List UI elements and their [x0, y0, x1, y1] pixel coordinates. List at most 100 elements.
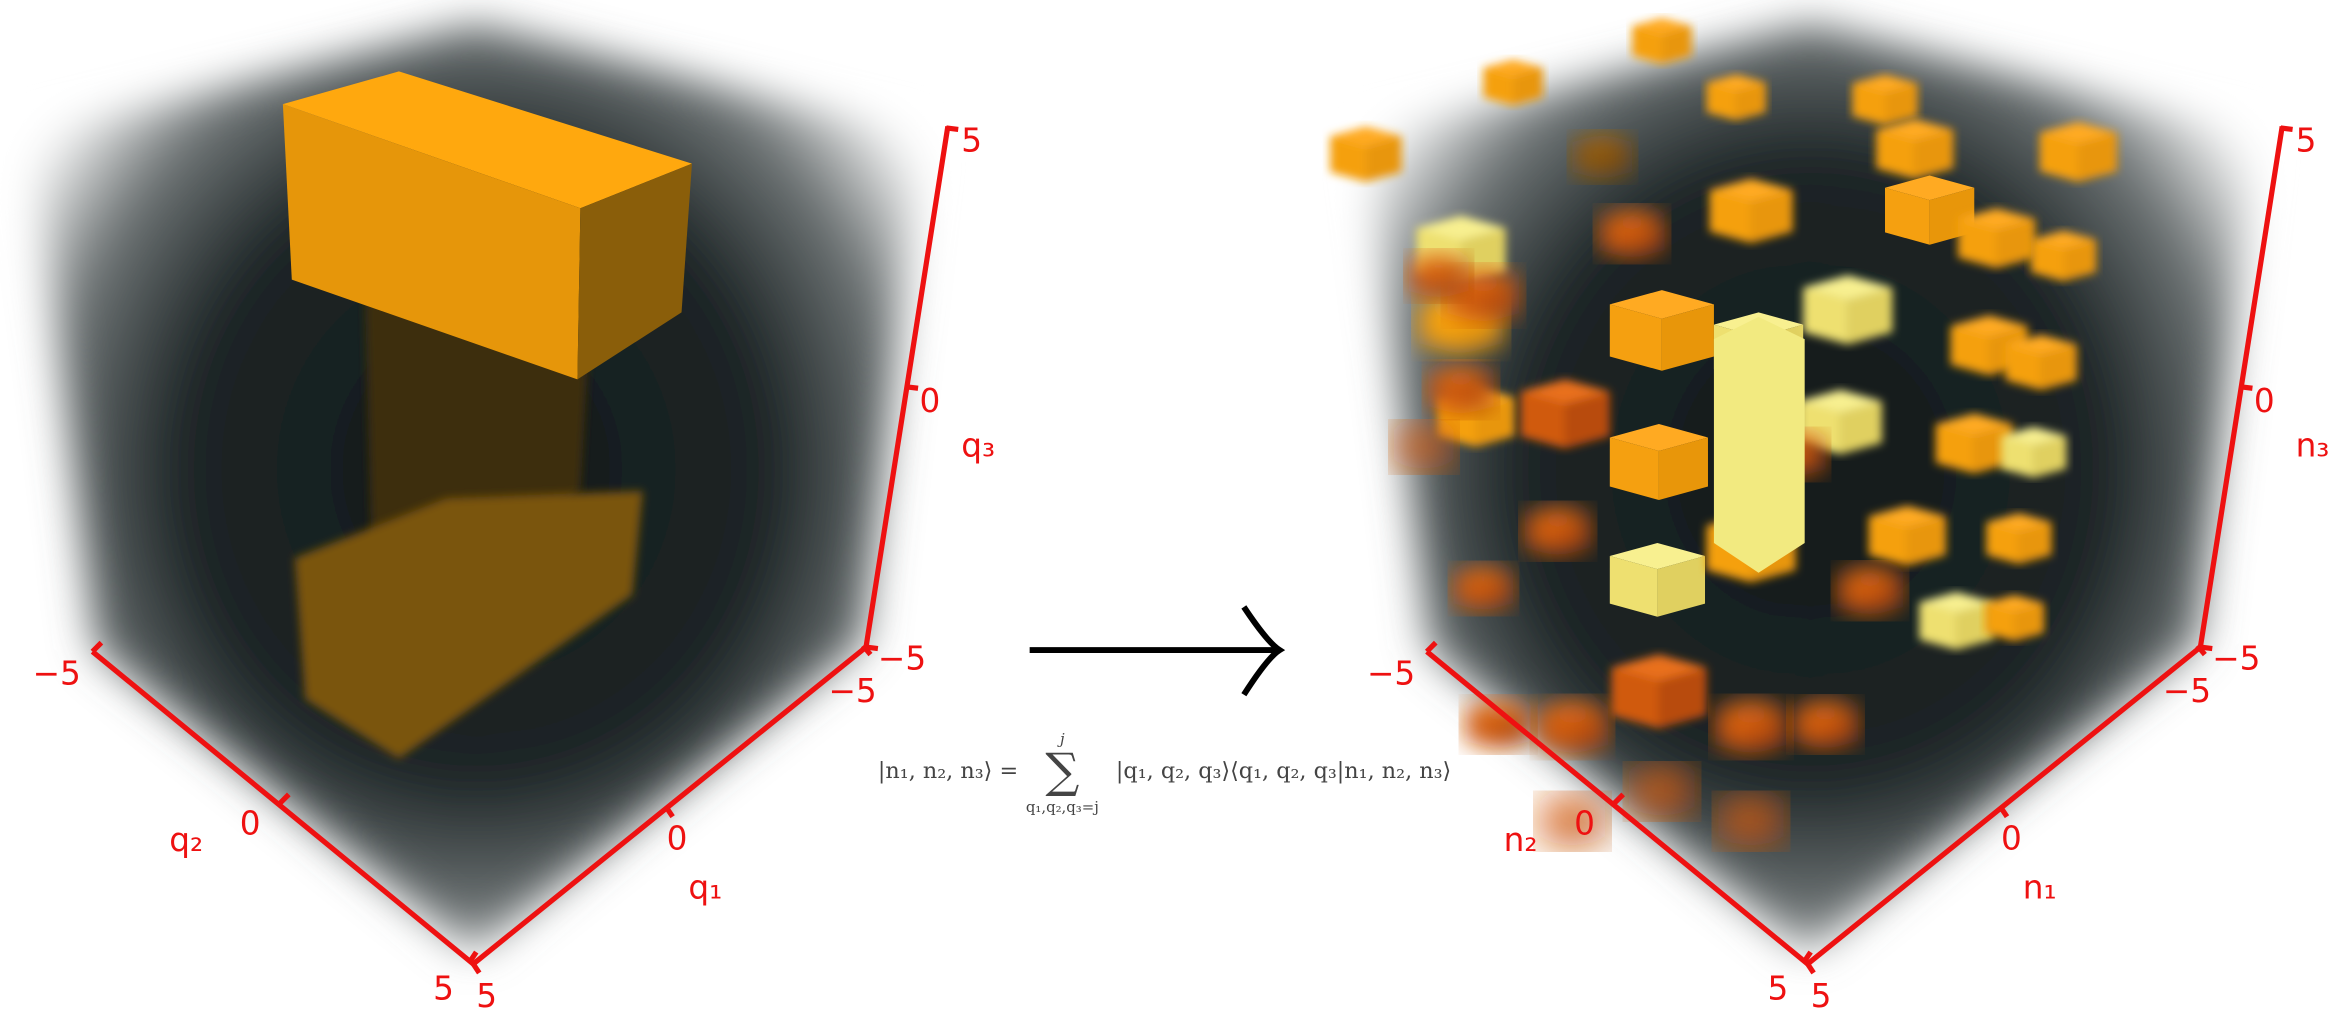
volume-panel: −5 0 5 n₂ 5 0 −5 n₁ −5 0 5 n₃	[1330, 17, 2329, 1015]
block	[2005, 334, 2077, 391]
block	[1986, 513, 2052, 564]
formula: |n₁, n₂, n₃⟩ = ∑ j q₁,q₂,q₃=j |q₁, q₂, q…	[878, 730, 1451, 816]
axis-label: n₁	[2023, 869, 2057, 907]
formula-lower: q₁,q₂,q₃=j	[1026, 798, 1099, 816]
block-top	[2039, 121, 2118, 144]
block-right	[1847, 287, 1893, 345]
block-right	[1632, 217, 1665, 259]
block-top	[1935, 413, 2013, 435]
arrow	[1029, 605, 1286, 697]
block	[2039, 121, 2118, 182]
block	[1447, 267, 1520, 324]
axis-label: q₂	[169, 821, 203, 859]
block-right	[1870, 574, 1903, 617]
axis-tick	[946, 125, 959, 133]
block-right	[2033, 435, 2067, 478]
block-top	[1611, 654, 1707, 681]
block-top	[1609, 542, 1706, 570]
block	[1408, 252, 1469, 300]
block-right	[2018, 522, 2052, 564]
volume	[1367, 23, 2254, 953]
tick-label: 0	[667, 819, 688, 857]
axis-tick	[2280, 125, 2293, 133]
block-right	[2014, 603, 2045, 642]
block-top	[1572, 133, 1633, 151]
block	[1525, 505, 1591, 557]
block-top	[1885, 175, 1975, 201]
block-left	[1525, 514, 1558, 557]
block-right	[1483, 573, 1514, 612]
bottom-block	[294, 490, 643, 759]
block-right	[1751, 804, 1784, 847]
tick-label: 0	[240, 805, 261, 843]
block-right	[1423, 432, 1454, 471]
top-bar-front	[282, 104, 581, 380]
block-top	[1416, 215, 1506, 241]
block-left	[1706, 82, 1737, 121]
block-right	[1658, 667, 1707, 729]
axis-tick	[278, 792, 291, 806]
formula-rhs: |q₁, q₂, q₃⟩⟨q₁, q₂, q₃|n₁, n₂, n₃⟩	[1116, 758, 1451, 784]
block	[1792, 699, 1859, 750]
block-left	[1919, 602, 1957, 650]
block-right	[1751, 708, 1787, 755]
block-right	[1657, 556, 1706, 617]
block-right	[1661, 304, 1714, 371]
axis-label: q₃	[961, 427, 995, 465]
block-top	[1792, 699, 1859, 718]
block	[1919, 592, 1994, 650]
block-left	[1803, 287, 1848, 345]
block	[2001, 426, 2067, 478]
formula-upper: j	[1057, 730, 1065, 748]
block	[1868, 505, 1946, 566]
block-left	[1408, 261, 1439, 300]
block	[1706, 74, 1766, 121]
block-right	[1365, 136, 1402, 182]
tick-label: −5	[2212, 639, 2260, 677]
block-right	[1736, 82, 1766, 121]
block	[1330, 126, 1402, 182]
block-left	[1718, 804, 1752, 847]
block-top	[1520, 379, 1610, 404]
axis-tick	[471, 962, 482, 975]
block	[1394, 423, 1454, 471]
block	[1852, 74, 1918, 126]
block	[1428, 364, 1494, 416]
block-left	[1837, 574, 1871, 617]
block	[1957, 208, 2036, 269]
block-right	[1751, 189, 1793, 244]
block	[1453, 565, 1514, 612]
block-right	[1658, 437, 1708, 501]
tick-label: 5	[1811, 977, 1832, 1015]
block-left	[1394, 432, 1424, 471]
block-top	[1798, 389, 1883, 413]
axis-tick	[1802, 950, 1813, 963]
block-right	[1602, 142, 1633, 180]
axis-tick	[664, 806, 675, 819]
block-left	[1572, 142, 1603, 180]
block-right	[1461, 373, 1494, 416]
block-top	[1803, 275, 1893, 300]
block-right	[1825, 708, 1859, 750]
block-right	[1572, 804, 1606, 847]
block-top	[2030, 230, 2097, 249]
block-right	[1907, 516, 1946, 566]
block	[1609, 290, 1714, 371]
block-right	[1565, 391, 1610, 449]
block-left	[1539, 804, 1573, 847]
block-left	[1483, 67, 1514, 106]
block-left	[1629, 775, 1662, 817]
block-top	[1709, 178, 1793, 202]
block-left	[1611, 667, 1659, 729]
block-left	[1520, 391, 1566, 449]
block	[1629, 766, 1695, 817]
tick-label: 0	[2001, 819, 2022, 857]
block-top	[2005, 334, 2077, 355]
block-right	[1513, 67, 1543, 106]
block-left	[1609, 556, 1658, 617]
block-left	[1465, 708, 1499, 750]
block-left	[1632, 26, 1662, 64]
block-left	[1428, 373, 1462, 416]
block	[1876, 119, 1954, 179]
